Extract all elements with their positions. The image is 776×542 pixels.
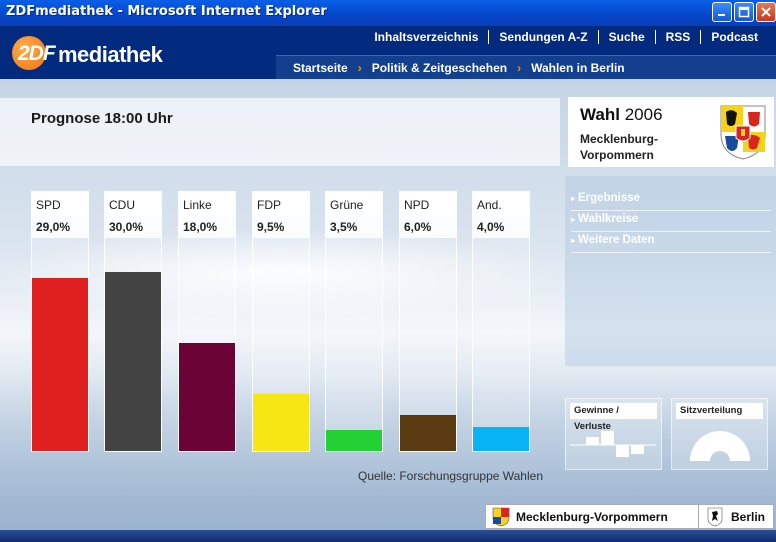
- bar-column: Grüne 3,5%: [325, 191, 383, 452]
- logo-zdf-text: 2DF: [18, 42, 56, 65]
- election-heading: Wahl 2006: [580, 105, 663, 125]
- bar-category-label: Grüne: [326, 192, 382, 216]
- breadcrumb-politik[interactable]: Politik & Zeitgeschehen: [371, 61, 508, 75]
- bar: [179, 343, 235, 451]
- window-titlebar: ZDFmediathek - Microsoft Internet Explor…: [0, 0, 776, 26]
- sidebar-link-label: Wahlkreise: [578, 213, 639, 225]
- breadcrumb: Startseite › Politik & Zeitgeschehen › W…: [276, 55, 776, 80]
- bar-category-label: FDP: [253, 192, 309, 216]
- breadcrumb-wahlen-berlin[interactable]: Wahlen in Berlin: [531, 61, 625, 75]
- bottom-bar: [0, 530, 776, 542]
- nav-rss[interactable]: RSS: [654, 30, 701, 44]
- bar: [473, 427, 529, 451]
- nav-inhaltsverzeichnis[interactable]: Inhaltsverzeichnis: [374, 30, 479, 44]
- gains-losses-title: Gewinne / Verluste: [570, 403, 657, 432]
- zdf-logo-circle: [12, 36, 46, 70]
- bar-category-label: SPD: [32, 192, 88, 216]
- source-note: Quelle: Forschungsgruppe Wahlen: [358, 469, 543, 483]
- bar-category-label: Linke: [179, 192, 235, 216]
- gains-losses-tile[interactable]: Gewinne / Verluste: [565, 398, 662, 470]
- state-berlin-button[interactable]: Berlin: [698, 504, 774, 529]
- bar-value-label: 3,5%: [326, 216, 382, 238]
- triangle-right-icon: ▸: [571, 215, 576, 224]
- mv-coat-of-arms-icon: [492, 507, 510, 526]
- state-mv-label: Mecklenburg-Vorpommern: [516, 509, 668, 524]
- window-title: ZDFmediathek - Microsoft Internet Explor…: [6, 4, 327, 19]
- sidebar-link-ergebnisse[interactable]: ▸ Ergebnisse: [571, 190, 771, 211]
- coat-of-arms-icon: [720, 105, 766, 160]
- bar: [253, 394, 309, 451]
- gains-losses-thumbnail-icon: [570, 431, 656, 457]
- bar: [32, 278, 88, 451]
- sidebar-link-wahlkreise[interactable]: ▸ Wahlkreise: [571, 211, 771, 232]
- seat-distribution-tile[interactable]: Sitzverteilung: [671, 398, 768, 470]
- bar: [105, 272, 161, 451]
- bar-category-label: NPD: [400, 192, 456, 216]
- election-label: Wahl: [580, 105, 620, 124]
- chevron-right-icon: ›: [357, 61, 362, 75]
- state-berlin-label: Berlin: [731, 509, 766, 524]
- close-icon: [761, 7, 771, 17]
- sidebar-panel: ▸ Ergebnisse ▸ Wahlkreise ▸ Weitere Daten: [565, 176, 776, 366]
- bar-value-label: 6,0%: [400, 216, 456, 238]
- state-name-line1: Mecklenburg-: [580, 132, 659, 146]
- sidebar-link-label: Weitere Daten: [578, 234, 655, 246]
- nav-podcast[interactable]: Podcast: [700, 30, 768, 44]
- bar-column: CDU 30,0%: [104, 191, 162, 452]
- nav-suche[interactable]: Suche: [597, 30, 655, 44]
- content-stage: Prognose 18:00 Uhr SPD 29,0% CDU 30,0% Linke…: [0, 79, 776, 542]
- seat-distribution-title: Sitzverteilung: [676, 403, 763, 419]
- bar-value-label: 18,0%: [179, 216, 235, 238]
- top-navigation: Inhaltsverzeichnis Sendungen A-Z Suche R…: [364, 30, 768, 44]
- background-highlight: [0, 229, 560, 319]
- triangle-right-icon: ▸: [571, 236, 576, 245]
- maximize-button[interactable]: [734, 2, 754, 22]
- maximize-icon: [738, 6, 750, 18]
- state-name-line2: Vorpommern: [580, 148, 654, 162]
- bar-category-label: And.: [473, 192, 529, 216]
- bar-column: NPD 6,0%: [399, 191, 457, 452]
- bar-column: And. 4,0%: [472, 191, 530, 452]
- bar: [326, 430, 382, 451]
- bar-column: Linke 18,0%: [178, 191, 236, 452]
- page-title: Prognose 18:00 Uhr: [31, 110, 173, 127]
- sidebar-link-weitere-daten[interactable]: ▸ Weitere Daten: [571, 232, 771, 253]
- breadcrumb-startseite[interactable]: Startseite: [293, 61, 348, 75]
- berlin-bear-icon: [707, 507, 723, 526]
- bar-value-label: 9,5%: [253, 216, 309, 238]
- sidebar-links: ▸ Ergebnisse ▸ Wahlkreise ▸ Weitere Daten: [571, 190, 771, 253]
- bar-value-label: 29,0%: [32, 216, 88, 238]
- election-year: 2006: [624, 105, 663, 124]
- sidebar-link-label: Ergebnisse: [578, 192, 641, 204]
- bar-value-label: 30,0%: [105, 216, 161, 238]
- election-info-box: Wahl 2006 Mecklenburg- Vorpommern: [568, 97, 774, 167]
- triangle-right-icon: ▸: [571, 194, 576, 203]
- bar-column: SPD 29,0%: [31, 191, 89, 452]
- title-panel: Prognose 18:00 Uhr: [0, 98, 560, 166]
- close-button[interactable]: [756, 2, 776, 22]
- chevron-right-icon: ›: [517, 61, 522, 75]
- state-mv-button[interactable]: Mecklenburg-Vorpommern: [485, 504, 702, 529]
- logo-mediathek-text: mediathek: [58, 42, 163, 67]
- bar: [400, 415, 456, 451]
- state-name: Mecklenburg- Vorpommern: [580, 131, 658, 163]
- minimize-button[interactable]: [712, 2, 732, 22]
- hemicycle-icon: [690, 431, 750, 461]
- site-header: 2DF mediathek Inhaltsverzeichnis Sendung…: [0, 26, 776, 80]
- minimize-icon: [718, 14, 725, 16]
- bar-category-label: CDU: [105, 192, 161, 216]
- bar-value-label: 4,0%: [473, 216, 529, 238]
- bar-column: FDP 9,5%: [252, 191, 310, 452]
- nav-sendungen-a-z[interactable]: Sendungen A-Z: [488, 30, 597, 44]
